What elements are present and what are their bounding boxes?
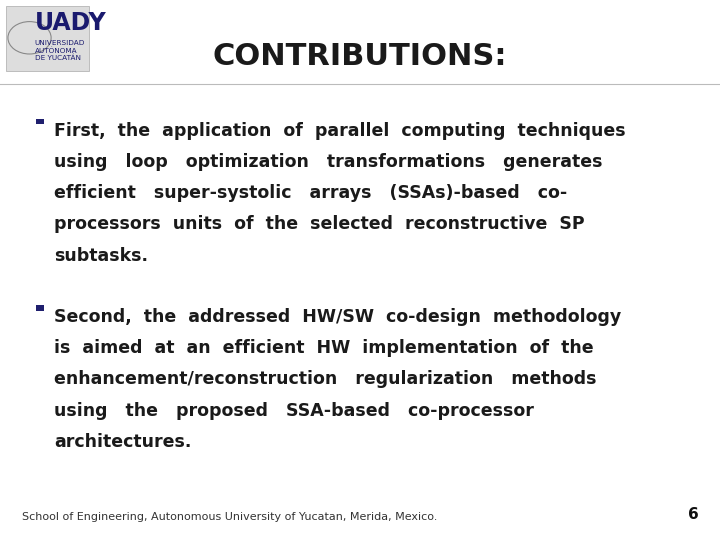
Text: efficient   super-systolic   arrays   (SSAs)-based   co-: efficient super-systolic arrays (SSAs)-b… (54, 184, 567, 202)
FancyBboxPatch shape (6, 6, 89, 71)
Text: First,  the  application  of  parallel  computing  techniques: First, the application of parallel compu… (54, 122, 626, 139)
FancyBboxPatch shape (36, 118, 44, 124)
Text: 6: 6 (688, 507, 698, 522)
Text: UNIVERSIDAD
AUTÓNOMA
DE YUCATÁN: UNIVERSIDAD AUTÓNOMA DE YUCATÁN (35, 40, 85, 61)
Text: enhancement/reconstruction   regularization   methods: enhancement/reconstruction regularizatio… (54, 370, 596, 388)
Text: UADY: UADY (35, 11, 107, 35)
Text: using   the   proposed   SSA-based   co-processor: using the proposed SSA-based co-processo… (54, 402, 534, 420)
Text: School of Engineering, Autonomous University of Yucatan, Merida, Mexico.: School of Engineering, Autonomous Univer… (22, 512, 437, 522)
Text: subtasks.: subtasks. (54, 247, 148, 265)
Text: CONTRIBUTIONS:: CONTRIBUTIONS: (212, 42, 507, 71)
Text: is  aimed  at  an  efficient  HW  implementation  of  the: is aimed at an efficient HW implementati… (54, 339, 593, 357)
Text: using   loop   optimization   transformations   generates: using loop optimization transformations … (54, 153, 603, 171)
FancyBboxPatch shape (36, 305, 44, 311)
Text: processors  units  of  the  selected  reconstructive  SP: processors units of the selected reconst… (54, 215, 585, 233)
Text: architectures.: architectures. (54, 433, 192, 451)
Text: Second,  the  addressed  HW/SW  co-design  methodology: Second, the addressed HW/SW co-design me… (54, 308, 621, 326)
